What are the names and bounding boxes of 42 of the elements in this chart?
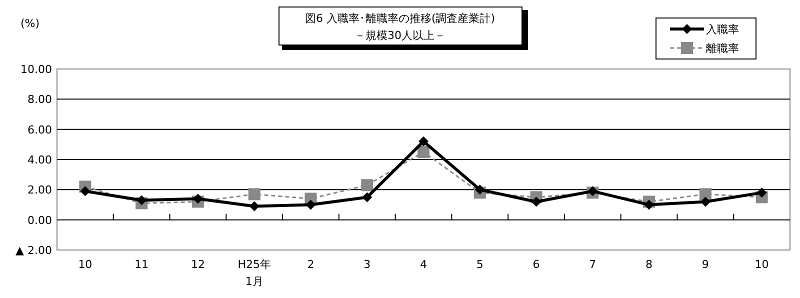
legend-label: 離職率: [706, 42, 739, 55]
y-tick-label: 4.00: [28, 154, 52, 166]
legend-label: 入職率: [706, 23, 739, 36]
point: [699, 188, 712, 200]
point: [474, 184, 485, 195]
point: [588, 186, 598, 196]
point: [756, 188, 767, 198]
point: [80, 186, 90, 196]
x-tick-label: 11: [134, 258, 149, 271]
chart-title: 図6 入職率･離職率の推移(調査産業計): [304, 12, 496, 25]
point: [418, 146, 430, 158]
y-tick-label: 6.00: [28, 123, 52, 136]
point: [248, 188, 260, 200]
point: [531, 196, 542, 207]
point: [306, 200, 316, 210]
x-tick-label: 4: [420, 258, 427, 271]
point: [418, 136, 428, 146]
x-tick-label: 2: [307, 258, 314, 271]
point: [361, 179, 374, 192]
point: [644, 200, 654, 210]
y-tick-label: ▲ 2.00: [16, 244, 52, 257]
y-tick-label: 0.00: [28, 214, 52, 227]
point: [249, 201, 260, 212]
x-tick-label: 8: [646, 258, 653, 271]
y-tick-label: 10.00: [20, 63, 52, 76]
x-tick-label: 7: [589, 258, 596, 271]
x-tick-label: 10: [754, 258, 769, 271]
point: [700, 196, 710, 207]
x-tick-label: 6: [532, 258, 540, 271]
x-tick-label: H25年 1月: [238, 258, 271, 288]
y-tick-label: 8.00: [28, 93, 52, 106]
x-tick-label: 10: [78, 258, 92, 271]
x-tick-label: 3: [364, 258, 371, 271]
y-axis-title: (%): [20, 17, 40, 30]
x-tick-label: 12: [190, 258, 205, 271]
y-tick-label: 2.00: [28, 184, 52, 197]
point: [192, 194, 203, 204]
point: [362, 192, 372, 202]
x-tick-label: 5: [476, 258, 484, 271]
x-tick-label: 9: [702, 258, 709, 271]
chart-subtitle: －規模30人以上－: [354, 29, 446, 42]
point: [136, 195, 147, 206]
